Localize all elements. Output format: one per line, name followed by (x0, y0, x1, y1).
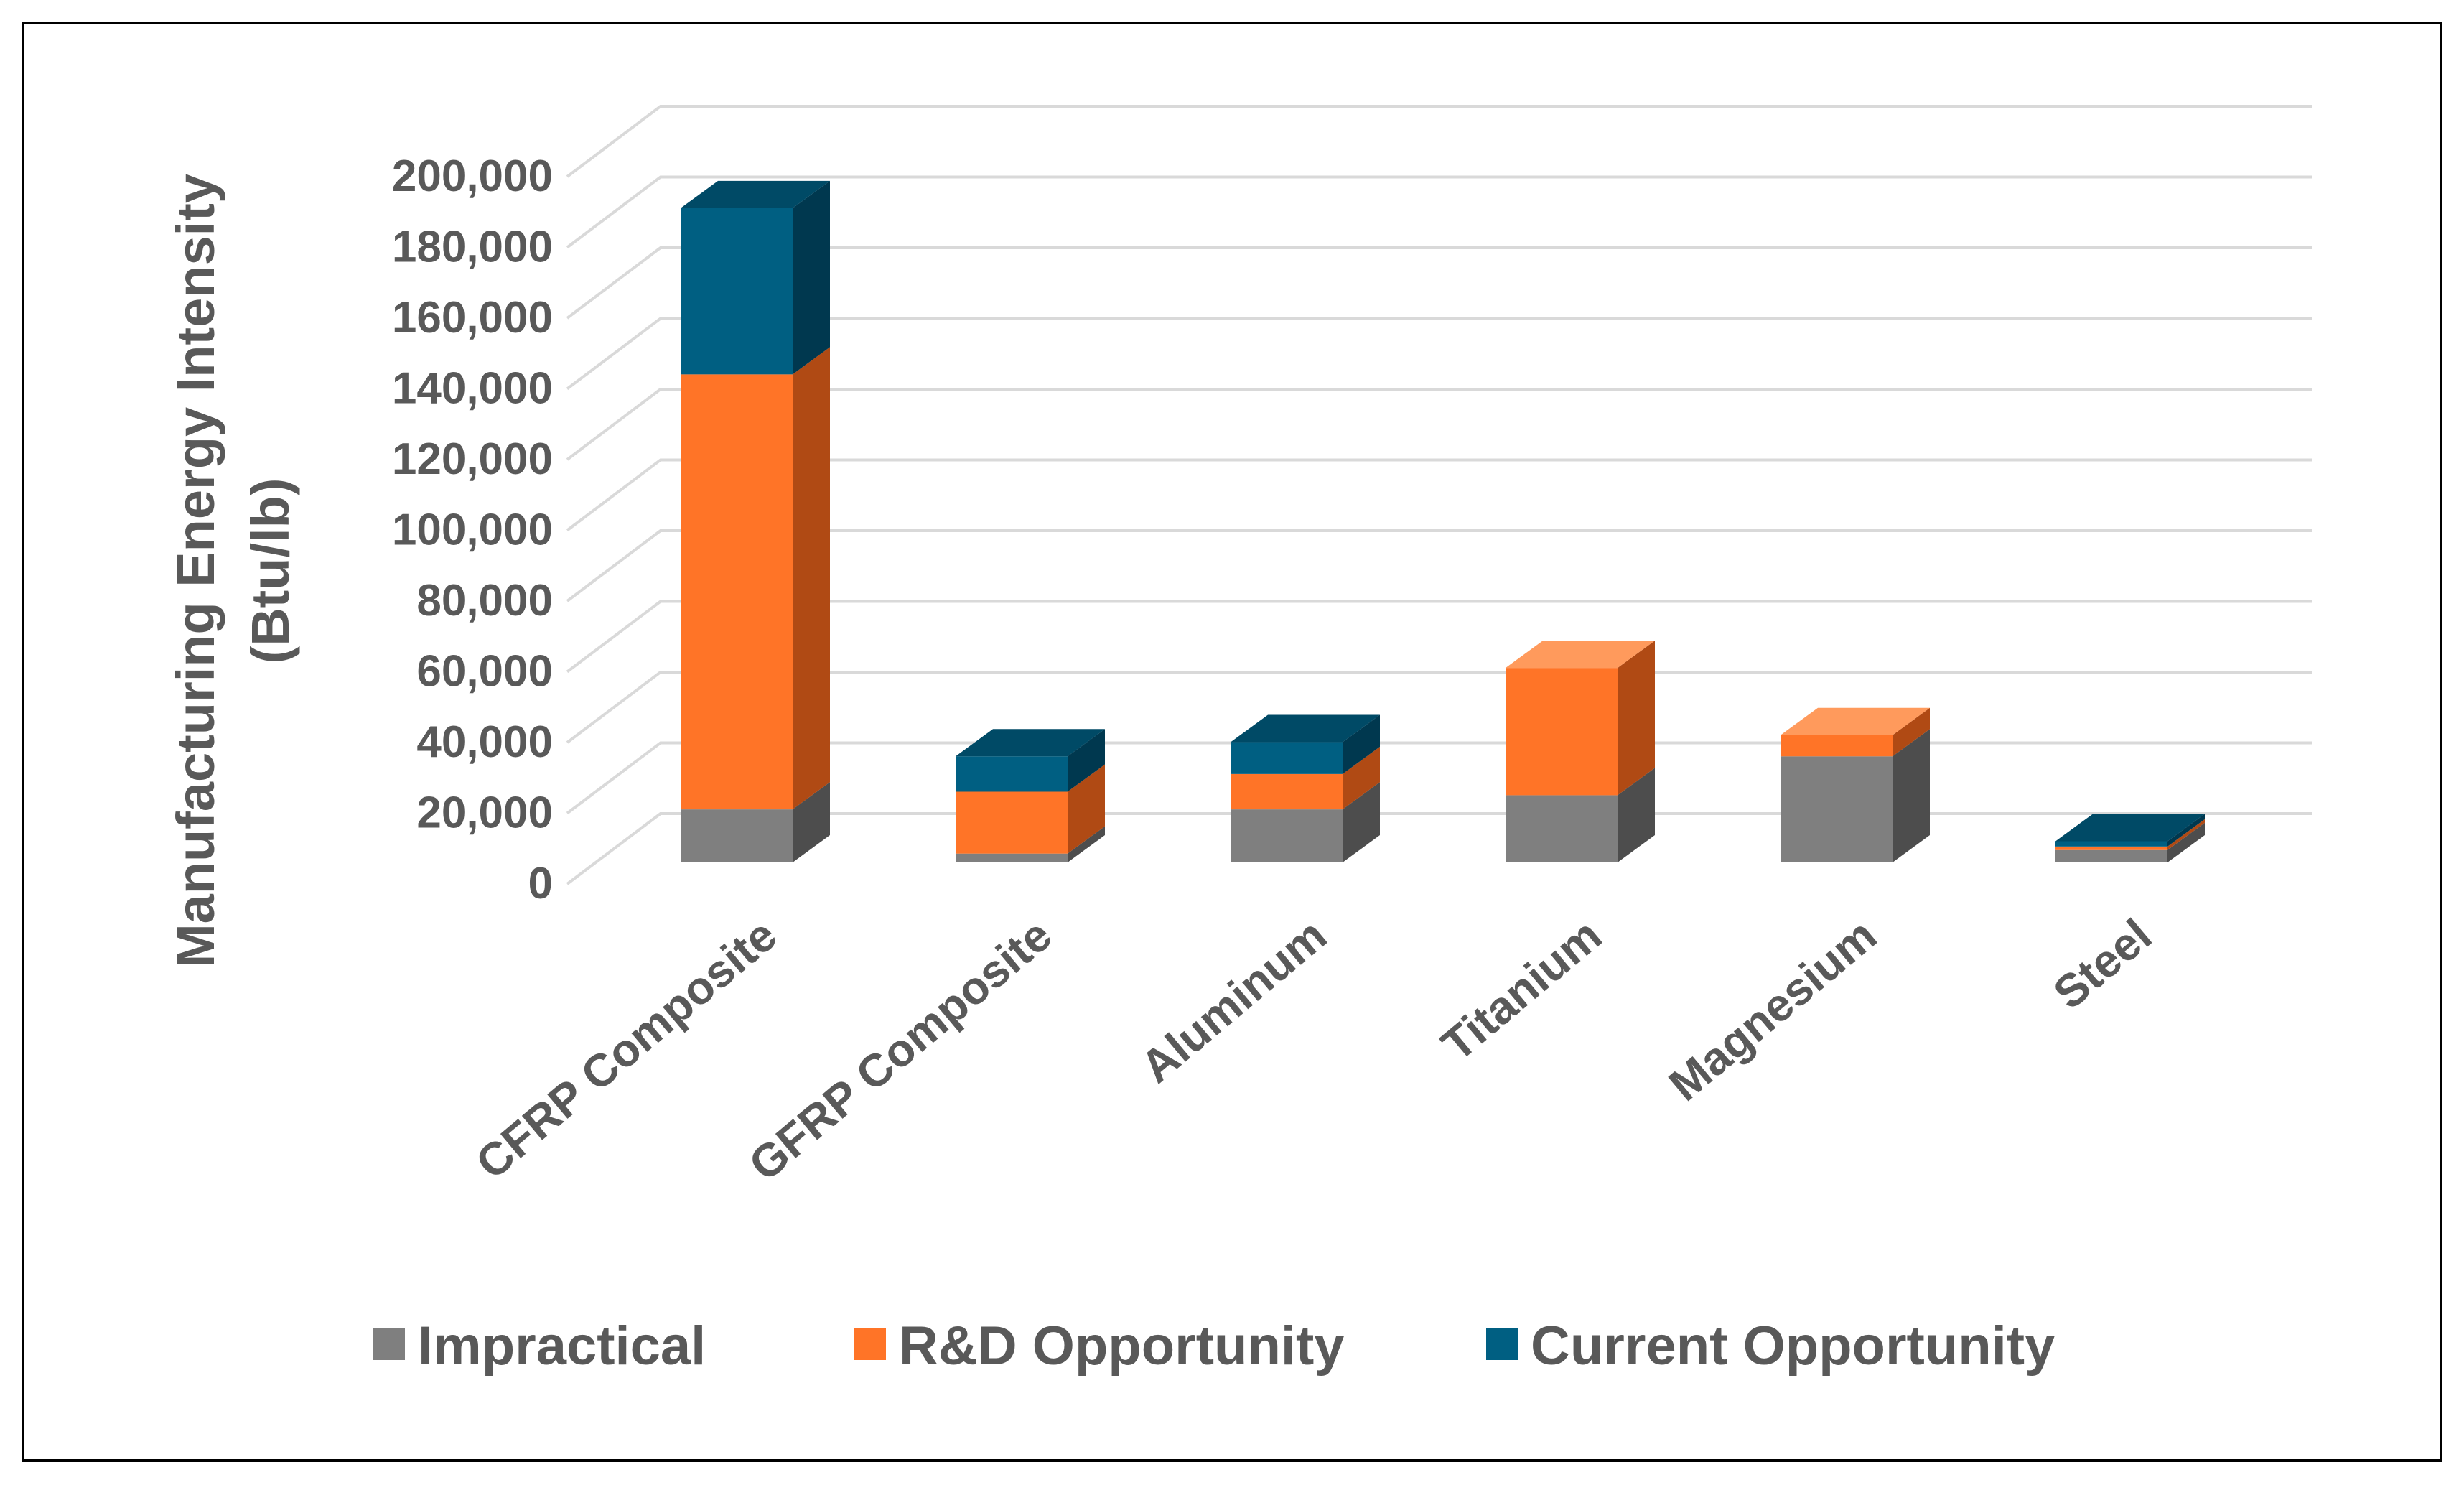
y-axis-ticks: 0 20,000 40,000 60,000 80,000 100,000 120,000 1… (392, 152, 553, 908)
x-category-label: Magnesium (1659, 909, 1886, 1111)
bar-segment-side (1893, 729, 1930, 862)
x-category-label: CFRP Composite (466, 909, 786, 1189)
bar-segment-front (681, 809, 793, 862)
y-axis-title-line-1: Manufacturing Energy Intensity (166, 174, 225, 968)
y-tick-label: 0 (528, 859, 553, 908)
y-axis-title-line-2: (Btu/lb) (241, 478, 300, 664)
y-tick-label: 180,000 (392, 223, 553, 272)
bar-segment-side (793, 180, 830, 375)
gridline (566, 246, 2312, 320)
bar-segment-front (956, 853, 1068, 862)
y-tick-label: 20,000 (416, 788, 553, 838)
bar-segment-front (1231, 773, 1343, 810)
legend-label: R&D Opportunity (899, 1316, 1345, 1377)
bar-segment-side (2167, 822, 2205, 862)
gridline (566, 812, 2312, 885)
bars (681, 180, 2205, 862)
gridline (566, 529, 2312, 602)
gridline (566, 458, 2312, 532)
bar-segment-top (1506, 641, 1655, 669)
x-category-label: GFRP Composite (739, 909, 1061, 1191)
x-category-label: Titanium (1432, 909, 1611, 1071)
bar-segment-front (2055, 849, 2167, 862)
bar-segment-side (2167, 819, 2205, 850)
gridline (566, 175, 2312, 249)
bar-segment-side (1343, 714, 1380, 774)
gridline (566, 388, 2312, 461)
bar-segment-side (1893, 707, 1930, 757)
bar-segment-side (1618, 641, 1655, 796)
gridline (566, 317, 2312, 391)
bar-segment-front (1781, 756, 1893, 862)
bar-segment-side (1068, 764, 1105, 854)
bar-segment-side (1343, 746, 1380, 810)
legend-swatch (854, 1328, 886, 1360)
bar-segment-front (1231, 809, 1343, 862)
bar-segment-front (1231, 742, 1343, 774)
bar-segment-front (1506, 668, 1618, 796)
legend-swatch (1486, 1328, 1518, 1360)
gridline (566, 671, 2312, 744)
gridline (566, 741, 2312, 815)
y-tick-label: 120,000 (392, 434, 553, 484)
bar-segment-top (1781, 707, 1930, 735)
bar-segment-side (793, 347, 830, 810)
bar-segment-front (1781, 735, 1893, 757)
y-tick-label: 140,000 (392, 364, 553, 414)
legend-label: Impractical (418, 1316, 706, 1377)
bar-segment-front (956, 756, 1068, 792)
x-category-label: Aluminum (1131, 909, 1336, 1093)
bar-segment-side (1343, 782, 1380, 862)
bar-segment-front (1506, 795, 1618, 862)
y-tick-label: 100,000 (392, 506, 553, 555)
bar-segment-front (2055, 841, 2167, 847)
gridline (566, 105, 2312, 178)
bar-segment-top (1231, 714, 1380, 742)
bar-segment-front (681, 208, 793, 375)
bar-segment-top (956, 729, 1105, 757)
x-category-label: Steel (2044, 909, 2161, 1019)
bar-segment-top (681, 180, 830, 208)
bar-segment-front (2055, 846, 2167, 850)
legend: Impractical R&D Opportunity Current Opport… (373, 1316, 2055, 1377)
bar-segment-side (1618, 768, 1655, 862)
legend-swatch (373, 1328, 405, 1360)
bar-segment-side (1068, 729, 1105, 792)
gridline (566, 600, 2312, 674)
bar-segment-side (1068, 826, 1105, 862)
y-tick-label: 80,000 (416, 576, 553, 625)
bar-segment-top (2055, 814, 2205, 842)
bar-segment-side (793, 782, 830, 862)
bar-segment-front (956, 791, 1068, 854)
y-tick-label: 200,000 (392, 152, 553, 201)
y-tick-label: 40,000 (416, 717, 553, 767)
y-tick-label: 160,000 (392, 293, 553, 343)
gridlines (566, 105, 2312, 885)
y-tick-label: 60,000 (416, 647, 553, 697)
legend-label: Current Opportunity (1531, 1316, 2055, 1377)
bar-segment-front (681, 374, 793, 810)
bar-segment-side (2167, 814, 2205, 847)
y-axis-title: Manufacturing Energy Intensity (Btu/lb) (166, 174, 300, 968)
